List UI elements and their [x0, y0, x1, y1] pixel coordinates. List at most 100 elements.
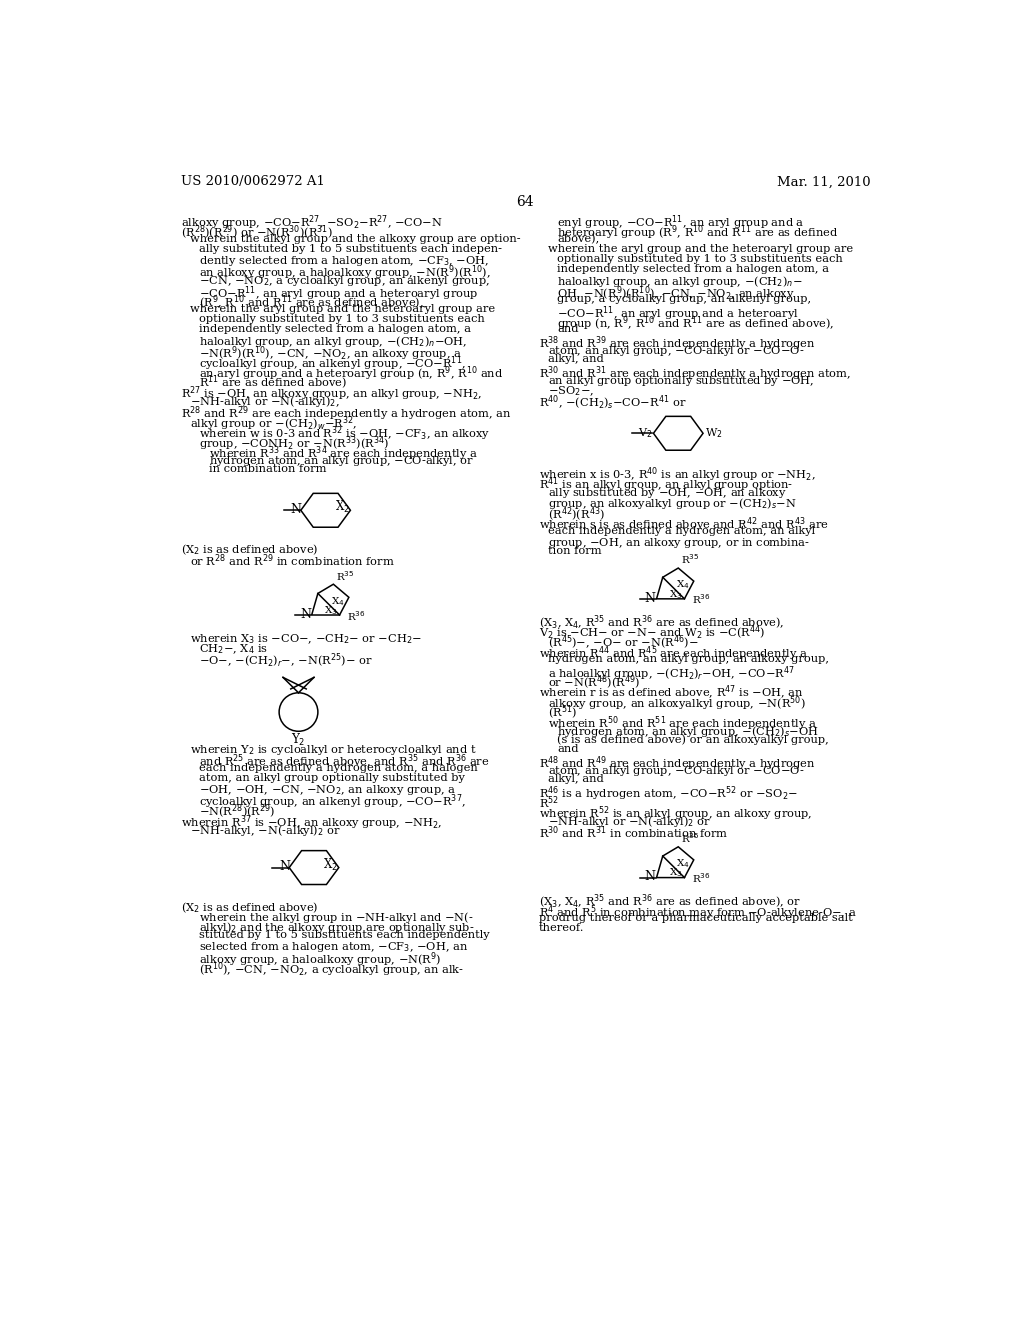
Text: wherein R$^{52}$ is an alkyl group, an alkoxy group,: wherein R$^{52}$ is an alkyl group, an a…	[539, 804, 812, 824]
Text: $-$O$-$, $-$(CH$_2$)$_r$$-$, $-$N(R$^{25}$)$-$ or: $-$O$-$, $-$(CH$_2$)$_r$$-$, $-$N(R$^{25…	[200, 652, 373, 671]
Text: OH, $-$N(R$^9$)(R$^{10}$), $-$CN, $-$NO$_2$, an alkoxy: OH, $-$N(R$^9$)(R$^{10}$), $-$CN, $-$NO$…	[557, 284, 795, 302]
Text: wherein R$^{37}$ is $-$OH, an alkoxy group, $-$NH$_2$,: wherein R$^{37}$ is $-$OH, an alkoxy gro…	[180, 813, 442, 832]
Text: alkyl group or $-$(CH$_2$)$_w$$-$R$^{32}$,: alkyl group or $-$(CH$_2$)$_w$$-$R$^{32}…	[190, 414, 357, 433]
Text: Y$_2$: Y$_2$	[291, 733, 306, 748]
Text: X$_3$: X$_3$	[324, 605, 338, 616]
Text: (X$_2$ is as defined above): (X$_2$ is as defined above)	[180, 543, 318, 557]
Text: prodrug thereof or a pharmaceutically acceptable salt: prodrug thereof or a pharmaceutically ac…	[539, 913, 853, 923]
Text: V$_2$ is $-$CH$-$ or $-$N$-$ and W$_2$ is $-$C(R$^{44}$): V$_2$ is $-$CH$-$ or $-$N$-$ and W$_2$ i…	[539, 624, 765, 643]
Text: group, $-$CONH$_2$ or $-$N(R$^{33}$)(R$^{34}$): group, $-$CONH$_2$ or $-$N(R$^{33}$)(R$^…	[200, 434, 390, 453]
Text: wherein X$_3$ is $-$CO$-$, $-$CH$_2$$-$ or $-$CH$_2$$-$: wherein X$_3$ is $-$CO$-$, $-$CH$_2$$-$ …	[190, 632, 422, 645]
Text: V$_2$: V$_2$	[638, 426, 652, 440]
Text: X$_4$: X$_4$	[676, 578, 689, 591]
Text: N: N	[291, 503, 302, 516]
Text: alkyl)$_2$ and the alkoxy group are optionally sub-: alkyl)$_2$ and the alkoxy group are opti…	[200, 920, 475, 935]
Text: $-$CO$-$R$^{11}$, an aryl group and a heteroaryl group: $-$CO$-$R$^{11}$, an aryl group and a he…	[200, 284, 478, 302]
Text: $-$OH, $-$OH, $-$CN, $-$NO$_2$, an alkoxy group, a: $-$OH, $-$OH, $-$CN, $-$NO$_2$, an alkox…	[200, 783, 457, 797]
Text: CH$_2$$-$, X$_4$ is: CH$_2$$-$, X$_4$ is	[200, 642, 268, 656]
Text: N: N	[645, 870, 655, 883]
Text: R$^{46}$ is a hydrogen atom, $-$CO$-$R$^{52}$ or $-$SO$_2$$-$: R$^{46}$ is a hydrogen atom, $-$CO$-$R$^…	[539, 784, 798, 803]
Text: optionally substituted by 1 to 3 substituents each: optionally substituted by 1 to 3 substit…	[200, 314, 485, 323]
Text: stituted by 1 to 5 substituents each independently: stituted by 1 to 5 substituents each ind…	[200, 929, 489, 940]
Text: $-$CN, $-$NO$_2$, a cycloalkyl group, an alkenyl group,: $-$CN, $-$NO$_2$, a cycloalkyl group, an…	[200, 275, 490, 288]
Text: a haloalkyl group, $-$(CH$_2$)$_r$$-$OH, $-$CO$-$R$^{47}$: a haloalkyl group, $-$(CH$_2$)$_r$$-$OH,…	[548, 664, 795, 682]
Text: optionally substituted by 1 to 3 substituents each: optionally substituted by 1 to 3 substit…	[557, 253, 843, 264]
Text: R$^{27}$ is $-$OH, an alkoxy group, an alkyl group, $-$NH$_2$,: R$^{27}$ is $-$OH, an alkoxy group, an a…	[180, 384, 481, 403]
Text: N: N	[645, 591, 655, 605]
Text: (X$_2$ is as defined above): (X$_2$ is as defined above)	[180, 900, 318, 915]
Text: R$^{52}$: R$^{52}$	[539, 795, 559, 810]
Text: cycloalkyl group, an alkenyl group, $-$CO$-$R$^{37}$,: cycloalkyl group, an alkenyl group, $-$C…	[200, 793, 466, 812]
Text: X$_2$: X$_2$	[324, 857, 338, 873]
Text: R$^{36}$: R$^{36}$	[692, 593, 711, 606]
Text: and: and	[557, 744, 579, 754]
Text: R$^{28}$ and R$^{29}$ are each independently a hydrogen atom, an: R$^{28}$ and R$^{29}$ are each independe…	[180, 404, 511, 422]
Text: R$^{35}$: R$^{35}$	[336, 569, 354, 582]
Text: group (n, R$^9$, R$^{10}$ and R$^{11}$ are as defined above),: group (n, R$^9$, R$^{10}$ and R$^{11}$ a…	[557, 314, 835, 333]
Text: and R$^{25}$ are as defined above, and R$^{35}$ and R$^{36}$ are: and R$^{25}$ are as defined above, and R…	[200, 752, 489, 771]
Text: R$^{30}$ and R$^{31}$ in combination form: R$^{30}$ and R$^{31}$ in combination for…	[539, 825, 728, 841]
Text: $-$N(R$^9$)(R$^{10}$), $-$CN, $-$NO$_2$, an alkoxy group, a: $-$N(R$^9$)(R$^{10}$), $-$CN, $-$NO$_2$,…	[200, 345, 462, 363]
Text: X$_3$: X$_3$	[669, 866, 683, 879]
Text: wherein R$^{50}$ and R$^{51}$ are each independently a: wherein R$^{50}$ and R$^{51}$ are each i…	[548, 714, 817, 733]
Text: alkyl, and: alkyl, and	[548, 354, 604, 364]
Text: 64: 64	[516, 195, 534, 210]
Text: independently selected from a halogen atom, a: independently selected from a halogen at…	[200, 323, 471, 334]
Text: W$_2$: W$_2$	[705, 426, 722, 440]
Text: haloalkyl group, an alkyl group, $-$(CH$_2$)$_n$$-$: haloalkyl group, an alkyl group, $-$(CH$…	[557, 275, 803, 289]
Text: alkoxy group, $-$CO$-$R$^{27}$, $-$SO$_2$$-$R$^{27}$, $-$CO$-$N: alkoxy group, $-$CO$-$R$^{27}$, $-$SO$_2…	[180, 214, 442, 232]
Text: R$^{35}$: R$^{35}$	[681, 832, 699, 845]
Text: R$^{36}$: R$^{36}$	[692, 871, 711, 886]
Text: R$^{35}$: R$^{35}$	[681, 553, 699, 566]
Text: $-$N(R$^{28}$)(R$^{29}$): $-$N(R$^{28}$)(R$^{29}$)	[200, 803, 275, 821]
Text: R$^{11}$ are as defined above): R$^{11}$ are as defined above)	[200, 374, 347, 392]
Text: haloalkyl group, an alkyl group, $-$(CH$_2$)$_n$$-$OH,: haloalkyl group, an alkyl group, $-$(CH$…	[200, 334, 468, 348]
Text: group, an alkoxyalkyl group or $-$(CH$_2$)$_s$$-$N: group, an alkoxyalkyl group or $-$(CH$_2…	[548, 496, 797, 511]
Text: cycloalkyl group, an alkenyl group, $-$CO$-$R$^{11}$,: cycloalkyl group, an alkenyl group, $-$C…	[200, 354, 466, 372]
Text: R$^{36}$: R$^{36}$	[347, 609, 366, 623]
Text: (R$^{45}$)$-$, $-$O$-$ or $-$N(R$^{46}$)$-$: (R$^{45}$)$-$, $-$O$-$ or $-$N(R$^{46}$)…	[548, 635, 698, 652]
Text: in combination form: in combination form	[209, 465, 326, 474]
Text: and: and	[557, 323, 579, 334]
Text: R$^4$ and R$^5$ in combination may form $-$O-alkylene-O$-$, a: R$^4$ and R$^5$ in combination may form …	[539, 903, 856, 921]
Text: (R$^9$, R$^{10}$ and R$^{11}$ are as defined above),: (R$^9$, R$^{10}$ and R$^{11}$ are as def…	[200, 294, 424, 312]
Text: N: N	[300, 607, 311, 620]
Text: wherein the alkyl group in $-$NH-alkyl and $-$N(-: wherein the alkyl group in $-$NH-alkyl a…	[200, 909, 474, 925]
Text: wherein s is as defined above and R$^{42}$ and R$^{43}$ are: wherein s is as defined above and R$^{42…	[539, 516, 828, 532]
Text: enyl group, $-$CO$-$R$^{11}$, an aryl group and a: enyl group, $-$CO$-$R$^{11}$, an aryl gr…	[557, 214, 805, 232]
Text: each independently a hydrogen atom, a halogen: each independently a hydrogen atom, a ha…	[200, 763, 478, 772]
Text: ally substituted by 1 to 5 substituents each indepen-: ally substituted by 1 to 5 substituents …	[200, 244, 503, 253]
Text: (R$^{42}$)(R$^{43}$): (R$^{42}$)(R$^{43}$)	[548, 506, 605, 524]
Text: an alkyl group optionally substituted by $-$OH,: an alkyl group optionally substituted by…	[548, 374, 814, 388]
Text: $-$NH-alkyl, $-$N(-alkyl)$_2$ or: $-$NH-alkyl, $-$N(-alkyl)$_2$ or	[190, 822, 341, 838]
Text: (R$^{28}$)(R$^{29}$) or $-$N(R$^{30}$)(R$^{31}$): (R$^{28}$)(R$^{29}$) or $-$N(R$^{30}$)(R…	[180, 224, 333, 242]
Text: independently selected from a halogen atom, a: independently selected from a halogen at…	[557, 264, 829, 273]
Text: heteroaryl group (R$^9$, R$^{10}$ and R$^{11}$ are as defined: heteroaryl group (R$^9$, R$^{10}$ and R$…	[557, 224, 839, 243]
Text: X$_4$: X$_4$	[676, 857, 689, 870]
Text: or $-$N(R$^{48}$)(R$^{49}$): or $-$N(R$^{48}$)(R$^{49}$)	[548, 675, 641, 693]
Text: dently selected from a halogen atom, $-$CF$_3$, $-$OH,: dently selected from a halogen atom, $-$…	[200, 253, 489, 268]
Text: selected from a halogen atom, $-$CF$_3$, $-$OH, an: selected from a halogen atom, $-$CF$_3$,…	[200, 940, 469, 954]
Text: (s is as defined above) or an alkoxyalkyl group,: (s is as defined above) or an alkoxyalky…	[557, 734, 829, 744]
Text: wherein the aryl group and the heteroaryl group are: wherein the aryl group and the heteroary…	[548, 244, 853, 253]
Text: Mar. 11, 2010: Mar. 11, 2010	[777, 176, 870, 189]
Text: wherein r is as defined above, R$^{47}$ is $-$OH, an: wherein r is as defined above, R$^{47}$ …	[539, 684, 804, 702]
Text: R$^{48}$ and R$^{49}$ are each independently a hydrogen: R$^{48}$ and R$^{49}$ are each independe…	[539, 755, 815, 774]
Text: hydrogen atom, an alkyl group, $-$CO-alkyl, or: hydrogen atom, an alkyl group, $-$CO-alk…	[209, 454, 473, 469]
Text: alkoxy group, a haloalkoxy group, $-$N(R$^9$): alkoxy group, a haloalkoxy group, $-$N(R…	[200, 950, 442, 969]
Text: wherein w is 0-3 and R$^{32}$ is $-$OH, $-$CF$_3$, an alkoxy: wherein w is 0-3 and R$^{32}$ is $-$OH, …	[200, 424, 490, 442]
Text: atom, an alkyl group, $-$CO-alkyl or $-$CO$-$O-: atom, an alkyl group, $-$CO-alkyl or $-$…	[548, 345, 805, 358]
Text: an alkoxy group, a haloalkoxy group, $-$N(R$^9$)(R$^{10}$),: an alkoxy group, a haloalkoxy group, $-$…	[200, 264, 490, 282]
Text: group, $-$OH, an alkoxy group, or in combina-: group, $-$OH, an alkoxy group, or in com…	[548, 536, 810, 549]
Text: (R$^{51}$): (R$^{51}$)	[548, 705, 578, 722]
Text: an aryl group and a heteroaryl group (n, R$^9$, R$^{10}$ and: an aryl group and a heteroaryl group (n,…	[200, 364, 504, 383]
Text: $-$NH-alkyl or $-$N(-alkyl)$_2$ or: $-$NH-alkyl or $-$N(-alkyl)$_2$ or	[548, 814, 711, 829]
Text: US 2010/0062972 A1: US 2010/0062972 A1	[180, 176, 325, 189]
Text: wherein the aryl group and the heteroaryl group are: wherein the aryl group and the heteroary…	[190, 304, 496, 314]
Text: ally substituted by $-$OH, $-$OH, an alkoxy: ally substituted by $-$OH, $-$OH, an alk…	[548, 486, 786, 500]
Text: above),: above),	[557, 234, 600, 244]
Text: $-$NH-alkyl or $-$N(-alkyl)$_2$,: $-$NH-alkyl or $-$N(-alkyl)$_2$,	[190, 395, 340, 409]
Text: atom, an alkyl group, $-$CO-alkyl or $-$CO$-$O-: atom, an alkyl group, $-$CO-alkyl or $-$…	[548, 764, 805, 779]
Text: $-$SO$_2$$-$,: $-$SO$_2$$-$,	[548, 384, 594, 397]
Text: R$^{40}$, $-$(CH$_2$)$_s$$-$CO$-$R$^{41}$ or: R$^{40}$, $-$(CH$_2$)$_s$$-$CO$-$R$^{41}…	[539, 395, 686, 412]
